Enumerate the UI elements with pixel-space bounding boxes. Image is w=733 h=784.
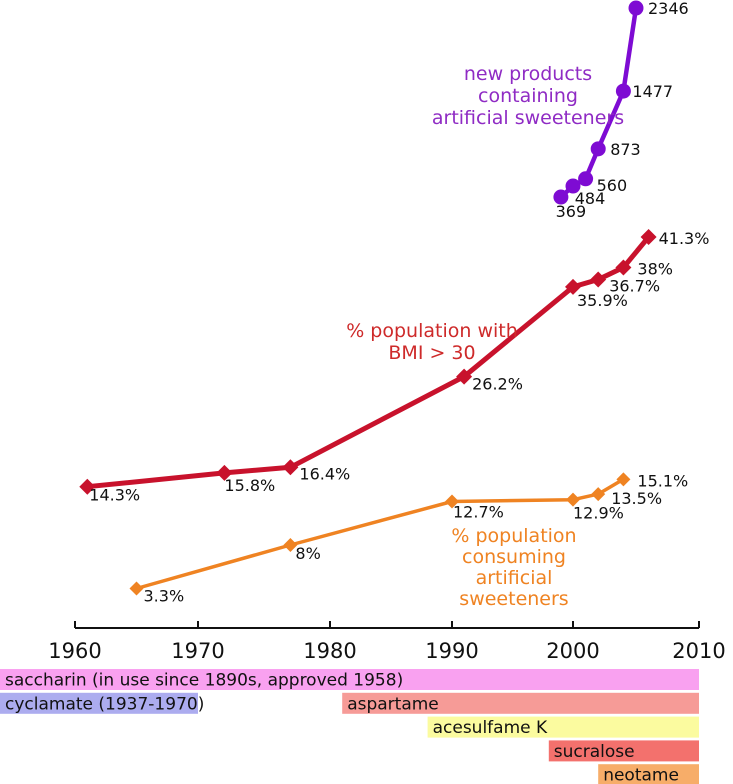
new-products-marker (590, 141, 606, 157)
bmi-point-label: 14.3% (89, 486, 140, 505)
new-products-marker (553, 189, 569, 205)
new-products-marker (578, 171, 594, 187)
consuming-marker (591, 487, 606, 502)
timeline-bar-neotame (598, 764, 699, 784)
timeline-bar-acesulfame-k (427, 716, 699, 738)
bmi-annotation-line: % population with (346, 320, 518, 342)
bmi-marker (216, 464, 233, 481)
consuming-marker (283, 538, 298, 552)
new-products-annotation-line: containing (478, 85, 578, 107)
timeline-bar-label-neotame: neotame (603, 766, 679, 784)
consuming-annotation-line: consuming (462, 546, 566, 568)
x-axis-tick-label-2010: 2010 (672, 639, 725, 663)
new-products-point-label: 873 (610, 140, 641, 159)
consuming-annotation-line: artificial (476, 567, 553, 589)
bmi-point-label: 41.3% (659, 229, 710, 248)
consuming-point-label: 12.9% (573, 504, 624, 523)
bmi-point-label: 26.2% (472, 375, 523, 394)
timeline-bar-label-cyclamate: cyclamate (1937-1970) (5, 694, 204, 714)
consuming-annotation-line: sweeteners (459, 588, 568, 610)
x-axis-tick-label-2000: 2000 (546, 639, 599, 663)
timeline-bar-label-saccharin: saccharin (in use since 1890s, approved … (5, 671, 403, 691)
consuming-point-label: 3.3% (144, 586, 185, 605)
consuming-point-label: 12.7% (453, 503, 504, 522)
bmi-marker (615, 259, 632, 276)
timeline-bar-label-aspartame: aspartame (347, 694, 439, 714)
consuming-point-label: 15.1% (637, 471, 688, 490)
bmi-point-label: 38% (637, 260, 673, 279)
new-products-point-label: 369 (556, 202, 587, 221)
bmi-point-label: 35.9% (577, 291, 628, 310)
bmi-marker (590, 271, 607, 288)
new-products-marker (628, 0, 644, 16)
new-products-marker (615, 83, 631, 99)
timeline-bar-saccharin (0, 669, 699, 690)
consuming-annotation-line: % population (451, 525, 576, 547)
consuming-marker (616, 472, 631, 487)
timeline-bar-label-acesulfame-k: acesulfame K (433, 718, 548, 738)
consuming-marker (566, 492, 580, 507)
timeline-bar-cyclamate (0, 692, 198, 714)
bmi-marker (640, 228, 657, 245)
bmi-marker (79, 478, 96, 495)
bmi-point-label: 16.4% (299, 464, 350, 483)
consuming-point-label: 13.5% (611, 489, 662, 508)
new-products-point-label: 2346 (648, 0, 689, 18)
bmi-point-label: 15.8% (224, 476, 275, 495)
consuming-marker (445, 494, 459, 509)
timeline-bar-aspartame (342, 692, 699, 714)
timeline-bar-sucralose (548, 740, 699, 762)
bmi-marker (456, 368, 473, 385)
new-products-point-label: 484 (575, 189, 606, 208)
timeline-bar-label-sucralose: sucralose (554, 742, 635, 762)
x-axis-tick-label-1980: 1980 (303, 639, 356, 663)
bmi-marker (282, 459, 299, 476)
new-products-point-label: 560 (597, 176, 628, 195)
new-products-annotation-line: artificial sweeteners (432, 107, 624, 129)
bmi-line (84, 234, 652, 490)
x-axis-tick-label-1960: 1960 (48, 639, 101, 663)
bmi-annotation-line: BMI > 30 (388, 342, 475, 364)
consuming-marker (129, 581, 144, 596)
bmi-marker (565, 278, 581, 295)
new-products-annotation-line: new products (464, 63, 592, 85)
consuming-point-label: 8% (295, 544, 320, 563)
consuming-annotation: % populationconsumingartificialsweetener… (451, 525, 576, 610)
new-products-marker (565, 178, 581, 194)
new-products-point-label: 1477 (632, 82, 673, 101)
bmi-point-label: 36.7% (609, 277, 660, 296)
x-axis-tick-label-1970: 1970 (171, 639, 224, 663)
x-axis-tick-label-1990: 1990 (425, 639, 478, 663)
